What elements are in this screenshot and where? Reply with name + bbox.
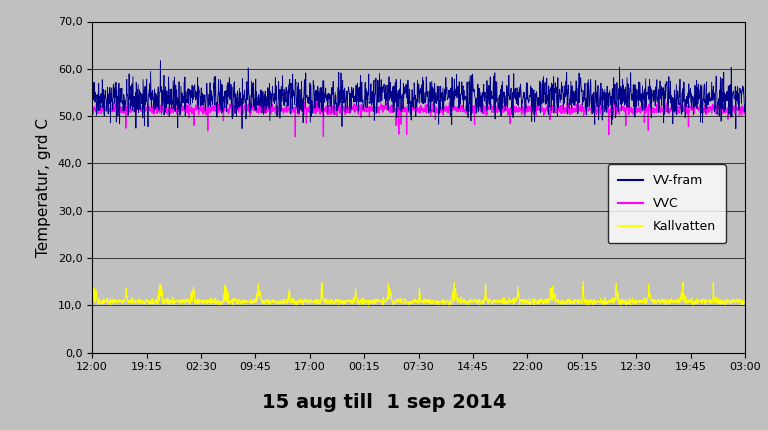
VV-fram xyxy=(88,90,97,95)
VVC xyxy=(740,108,750,114)
VVC xyxy=(654,98,663,103)
VV-fram xyxy=(406,101,415,106)
Text: 15 aug till  1 sep 2014: 15 aug till 1 sep 2014 xyxy=(262,393,506,412)
Kallvatten xyxy=(722,299,731,304)
Kallvatten xyxy=(602,298,611,304)
VV-fram xyxy=(721,98,730,104)
Kallvatten xyxy=(740,298,750,303)
Kallvatten xyxy=(406,301,415,306)
VV-fram xyxy=(722,92,731,97)
Line: VVC: VVC xyxy=(92,101,745,137)
VVC xyxy=(121,104,130,109)
Kallvatten xyxy=(722,298,731,304)
VV-fram xyxy=(156,58,165,63)
VVC xyxy=(406,108,415,113)
Legend: VV-fram, VVC, Kallvatten: VV-fram, VVC, Kallvatten xyxy=(607,164,726,243)
VVC xyxy=(602,108,611,113)
Kallvatten xyxy=(388,299,397,304)
VVC xyxy=(388,110,397,115)
Kallvatten xyxy=(579,279,588,284)
VVC xyxy=(88,107,97,112)
VVC xyxy=(722,107,731,112)
VV-fram xyxy=(740,101,750,107)
Kallvatten xyxy=(121,295,130,300)
VV-fram xyxy=(121,98,130,103)
Line: VV-fram: VV-fram xyxy=(92,61,745,129)
VVC xyxy=(290,134,300,139)
VV-fram xyxy=(731,126,740,131)
Kallvatten xyxy=(364,304,373,309)
VV-fram xyxy=(602,95,611,100)
VV-fram xyxy=(388,84,397,89)
Y-axis label: Temperatur, grd C: Temperatur, grd C xyxy=(36,117,51,257)
VVC xyxy=(722,107,731,112)
Kallvatten xyxy=(88,299,97,304)
Line: Kallvatten: Kallvatten xyxy=(92,282,745,306)
